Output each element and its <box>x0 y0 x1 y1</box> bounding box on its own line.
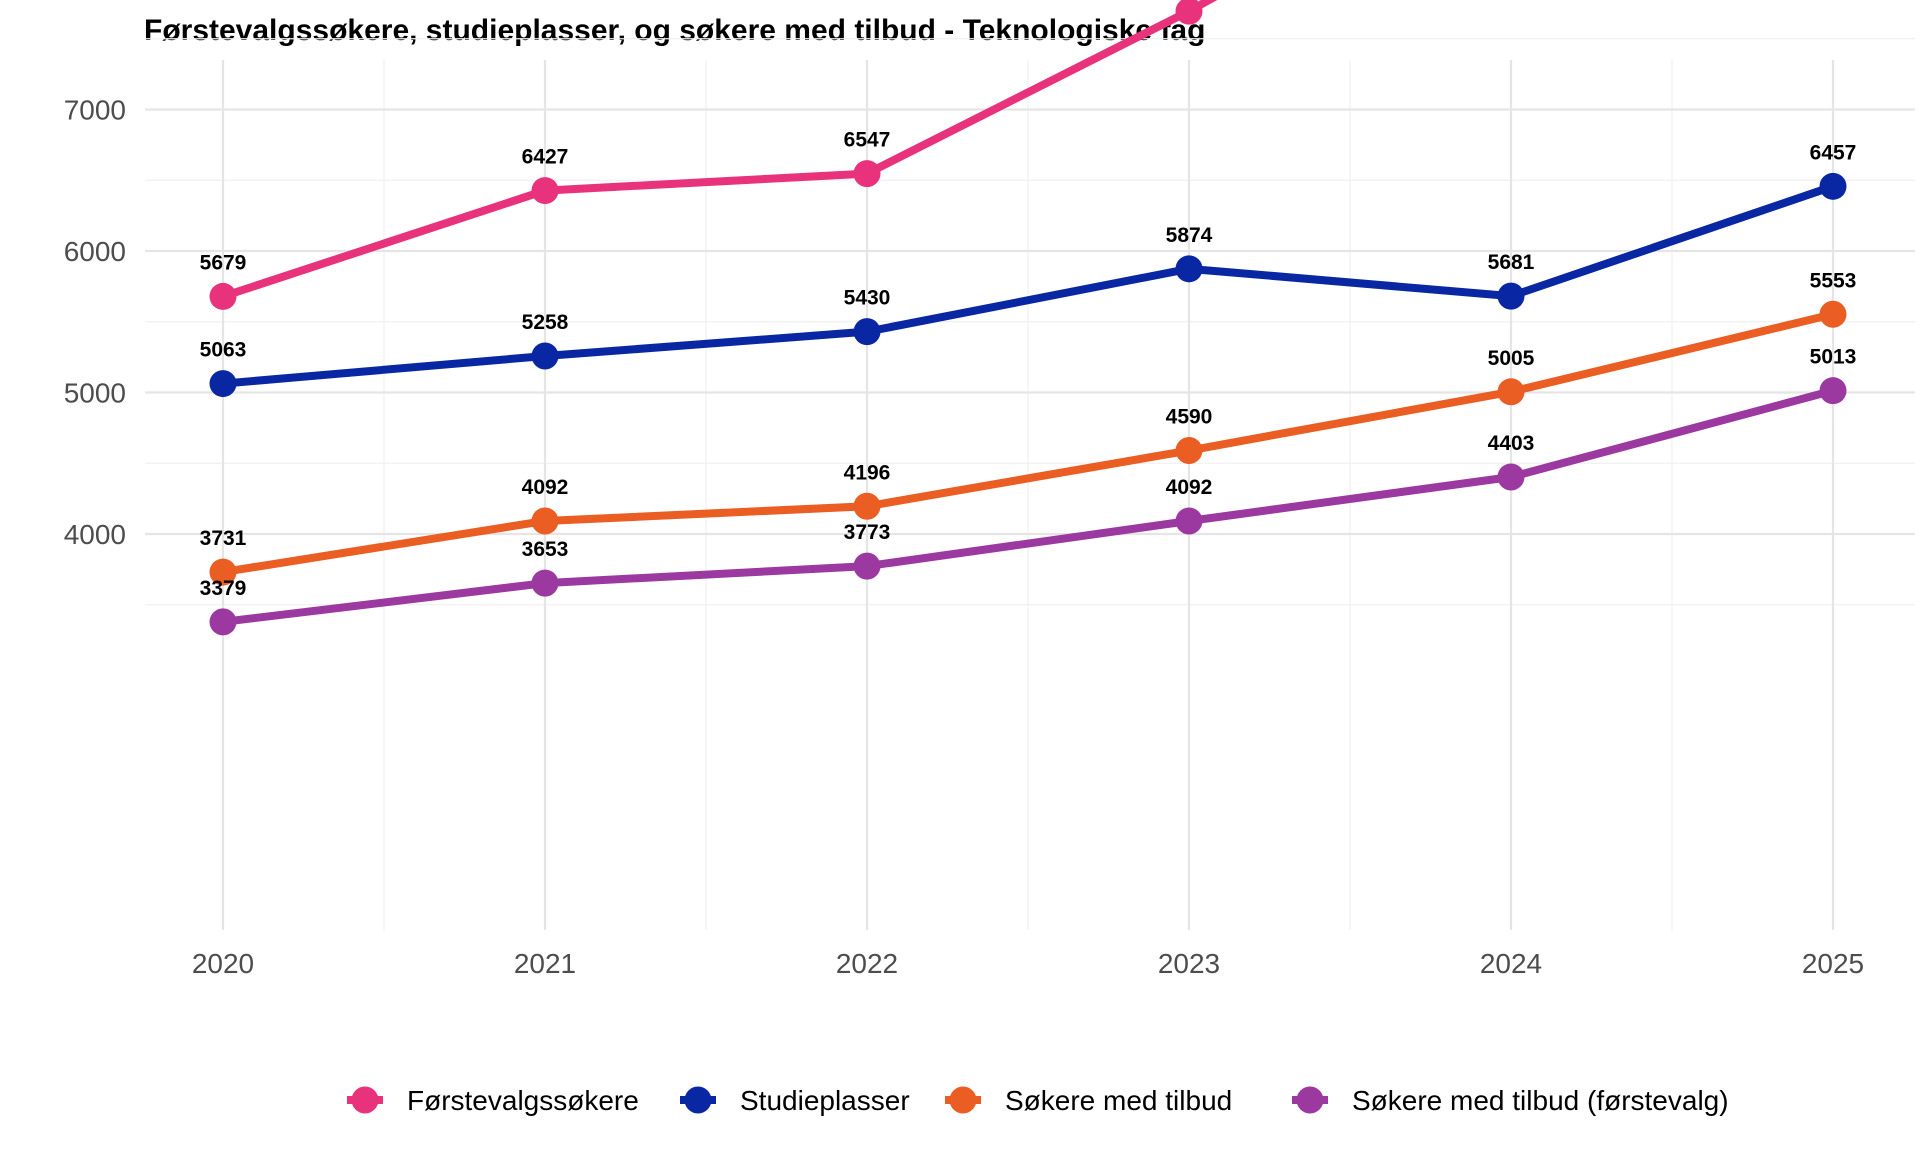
x-tick-label: 2020 <box>192 948 254 979</box>
series-3 <box>209 300 1847 586</box>
series-1-labels: 567964276547769589588915 <box>200 129 891 275</box>
data-point <box>1819 172 1847 200</box>
data-label: 4092 <box>522 476 569 499</box>
series-line <box>219 0 1218 301</box>
y-tick-label: 6000 <box>64 236 126 267</box>
series-1 <box>209 0 1218 310</box>
data-point <box>1819 377 1847 405</box>
legend-label: Førstevalgssøkere <box>407 1085 639 1116</box>
legend-swatch-marker <box>684 1086 712 1114</box>
data-point <box>209 558 237 586</box>
y-tick-label: 7000 <box>64 95 126 126</box>
series-line <box>219 386 1837 626</box>
legend-swatch-marker <box>1296 1086 1324 1114</box>
data-point <box>853 492 881 520</box>
data-point <box>1175 437 1203 465</box>
data-point <box>853 552 881 580</box>
series-line <box>219 182 1837 388</box>
legend-item: Søkere med tilbud (førstevalg) <box>1292 1085 1729 1116</box>
series-2-labels: 5063 5258 5430 5874 5681 6457 <box>200 141 1857 361</box>
data-point <box>853 160 881 188</box>
x-tick-label: 2021 <box>514 948 576 979</box>
data-label: 3653 <box>522 538 569 561</box>
y-tick-label: 5000 <box>64 378 126 409</box>
data-label: 3773 <box>844 521 891 544</box>
series-4 <box>209 377 1847 636</box>
x-tick-label: 2022 <box>836 948 898 979</box>
data-point <box>531 569 559 597</box>
data-label: 5681 <box>1488 251 1535 274</box>
data-label: 5679 <box>200 251 247 274</box>
data-label: 6427 <box>522 146 569 169</box>
data-label: 6457 <box>1810 141 1857 164</box>
data-label: 4590 <box>1166 406 1213 429</box>
data-point <box>209 608 237 636</box>
data-label: 3731 <box>200 527 247 550</box>
data-label: 4403 <box>1488 432 1535 455</box>
data-label: 6547 <box>844 129 891 152</box>
chart-title: Førstevalgssøkere, studieplasser, og søk… <box>144 14 1206 47</box>
legend-label: Søkere med tilbud (førstevalg) <box>1352 1085 1729 1116</box>
data-label: 4196 <box>844 461 891 484</box>
legend-item: Søkere med tilbud <box>945 1085 1232 1116</box>
data-label: 5063 <box>200 339 247 362</box>
data-label: 5874 <box>1166 224 1213 247</box>
series-2 <box>209 172 1847 398</box>
legend: Førstevalgssøkere Studieplasser Søkere med… <box>347 1085 1729 1116</box>
data-point <box>1175 507 1203 535</box>
grid-lines <box>145 38 1915 930</box>
data-point <box>531 507 559 535</box>
data-label: 5430 <box>844 287 891 310</box>
x-tick-label: 2023 <box>1158 948 1220 979</box>
data-point <box>209 370 237 398</box>
legend-item: Førstevalgssøkere <box>347 1085 639 1116</box>
legend-swatch-marker <box>351 1086 379 1114</box>
legend-label: Studieplasser <box>740 1085 910 1116</box>
y-tick-label: 4000 <box>64 519 126 550</box>
series-4-labels: 3379 3653 3773 4092 4403 5013 <box>200 346 1857 600</box>
data-label: 5005 <box>1488 347 1535 370</box>
data-point <box>1819 300 1847 328</box>
legend-item: Studieplasser <box>680 1085 910 1116</box>
x-tick-label: 2024 <box>1480 948 1542 979</box>
data-label: 5553 <box>1810 269 1857 292</box>
data-point <box>1175 0 1203 25</box>
data-point <box>1175 255 1203 283</box>
data-point <box>1497 282 1525 310</box>
data-point <box>1497 463 1525 491</box>
data-point <box>209 282 237 310</box>
data-label: 3379 <box>200 577 247 600</box>
data-label: 5258 <box>522 311 569 334</box>
data-label: 4092 <box>1166 476 1213 499</box>
data-point <box>1497 378 1525 406</box>
x-tick-label: 2025 <box>1802 948 1864 979</box>
legend-swatch-marker <box>949 1086 977 1114</box>
data-point <box>531 342 559 370</box>
series-3-labels: 3731 4092 4196 4590 5005 5553 <box>200 269 1857 550</box>
data-point <box>531 177 559 205</box>
data-point <box>853 318 881 346</box>
data-label: 5013 <box>1810 346 1857 369</box>
legend-label: Søkere med tilbud <box>1005 1085 1232 1116</box>
series-line <box>219 310 1837 577</box>
